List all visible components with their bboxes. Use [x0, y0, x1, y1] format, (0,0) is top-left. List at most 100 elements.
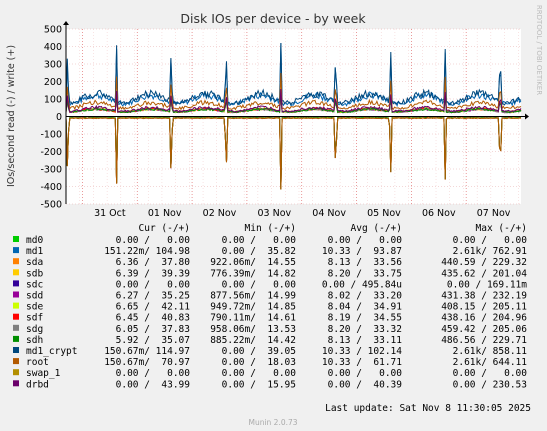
legend-value-avg: 8.19 / 34.55 [328, 313, 402, 324]
legend-value-avg: 8.20 / 33.32 [328, 324, 402, 335]
legend-value-min: 0.00 / 0.00 [222, 235, 297, 246]
legend-swatch-swap_1 [13, 369, 19, 376]
series-read-root [65, 117, 522, 190]
legend-value-cur: 6.05 / 37.83 [116, 324, 190, 335]
legend-value-avg: 8.13 / 33.11 [328, 335, 403, 346]
legend-name: md1_crypt [26, 346, 77, 357]
legend-value-min: 790.11m/ 14.61 [210, 313, 296, 324]
legend-value-max: 431.38 / 232.19 [441, 291, 527, 302]
legend-value-max: 0.00 / 0.00 [453, 235, 528, 246]
legend-swatch-sde [13, 302, 19, 309]
y-tick-label: 400 [44, 42, 62, 53]
legend-name: root [26, 357, 49, 368]
legend-value-cur: 0.00 / 0.00 [116, 368, 191, 379]
legend-swatch-sdb [13, 269, 19, 276]
series-write-root [65, 72, 522, 111]
legend-value-min: 885.22m/ 14.42 [210, 335, 296, 346]
legend-value-cur: 6.27 / 35.25 [116, 291, 190, 302]
legend-value-cur: 150.67m/ 70.97 [104, 357, 190, 368]
legend-value-avg: 0.00 / 0.00 [328, 235, 403, 246]
legend-value-cur: 5.92 / 35.07 [116, 335, 190, 346]
legend-value-max: 486.56 / 229.71 [441, 335, 527, 346]
legend-value-avg: 0.00 / 495.84u [322, 279, 402, 290]
axes [63, 21, 529, 204]
x-tick-label: 07 Nov [477, 208, 511, 219]
y-tick-label: 200 [44, 77, 62, 88]
series-write-drbd [65, 88, 522, 113]
legend-value-avg: 10.33 / 102.14 [322, 346, 402, 357]
legend-value-min: 0.00 / 18.03 [222, 357, 296, 368]
legend-value-min: 0.00 / 35.82 [222, 246, 296, 257]
legend-name: drbd [26, 379, 49, 390]
legend-swatch-drbd [13, 380, 19, 387]
legend-value-max: 0.00 / 169.11m [447, 279, 527, 290]
legend-name: sdc [26, 279, 43, 290]
legend-value-min: 958.06m/ 13.53 [210, 324, 296, 335]
y-tick-label: -400 [40, 182, 62, 193]
y-tick-label: 100 [44, 95, 62, 106]
legend-value-max: 2.61k/ 858.11 [453, 346, 528, 357]
legend-swatch-sdg [13, 324, 19, 331]
y-axis-arrow [63, 21, 69, 25]
x-tick-label: 01 Nov [148, 208, 182, 219]
legend-swatch-sdh [13, 335, 19, 342]
legend-column-header: Cur (-/+) [139, 223, 190, 234]
x-tick-label: 03 Nov [257, 208, 291, 219]
legend-value-avg: 8.20 / 33.75 [328, 268, 402, 279]
legend-value-min: 0.00 / 0.00 [222, 368, 297, 379]
y-axis-label: IOs/second read (-) / write (+) [6, 45, 17, 187]
legend-value-cur: 6.36 / 37.80 [116, 257, 191, 268]
x-tick-label: 05 Nov [367, 208, 401, 219]
legend-value-avg: 8.02 / 33.20 [328, 291, 403, 302]
legend-value-max: 408.15 / 205.11 [441, 302, 527, 313]
legend-value-cur: 6.45 / 40.83 [116, 313, 190, 324]
legend-swatch-sdf [13, 313, 19, 320]
legend-column-header: Min (-/+) [245, 223, 296, 234]
legend-swatch-sdd [13, 291, 19, 298]
legend-value-max: 2.61k/ 644.11 [453, 357, 528, 368]
x-tick-label: 31 Oct [94, 208, 126, 219]
legend-value-avg: 8.13 / 33.56 [328, 257, 403, 268]
last-update: Last update: Sat Nov 8 11:30:05 2025 [325, 403, 531, 414]
y-tick-labels: -500 -400 -300 -200 -100 0 100 200 300 400 500 [40, 25, 62, 211]
chart-title: Disk IOs per device - by week [180, 11, 366, 26]
legend-value-max: 440.59 / 229.32 [441, 257, 527, 268]
y-tick-label: -100 [40, 130, 62, 141]
legend-name: md0 [26, 235, 43, 246]
legend-value-max: 0.00 / 230.53 [453, 379, 527, 390]
munin-version: Munin 2.0.73 [248, 418, 297, 427]
legend-name: swap_1 [26, 368, 61, 379]
legend-name: sdb [26, 268, 43, 279]
legend-value-min: 922.06m/ 14.55 [210, 257, 296, 268]
legend-name: sde [26, 302, 43, 313]
legend-swatch-md1_crypt [13, 347, 19, 353]
legend-swatch-md0 [13, 236, 19, 242]
legend-value-max: 2.61k/ 762.91 [453, 246, 528, 257]
y-tick-label: -500 [40, 200, 62, 211]
legend-name: md1 [26, 246, 43, 257]
rrdtool-credit: RRDTOOL / TOBI OETIKER [535, 5, 543, 95]
legend-value-min: 776.39m/ 14.82 [210, 268, 296, 279]
legend-value-avg: 10.33 / 61.71 [322, 357, 402, 368]
legend-swatch-sdc [13, 280, 19, 287]
legend-column-header: Max (-/+) [476, 223, 527, 234]
legend-value-max: 435.62 / 201.04 [441, 268, 527, 279]
y-tick-label: 0 [56, 112, 62, 123]
legend-value-avg: 0.00 / 40.39 [328, 379, 403, 390]
legend-value-cur: 151.22m/ 104.98 [104, 246, 190, 257]
legend-value-min: 877.56m/ 14.99 [210, 291, 296, 302]
legend-value-cur: 6.65 / 42.11 [116, 302, 191, 313]
legend-swatch-sda [13, 258, 19, 265]
legend-column-header: Avg (-/+) [351, 223, 402, 234]
legend-swatch-md1 [13, 247, 19, 254]
legend-value-avg: 0.00 / 0.00 [328, 368, 403, 379]
x-tick-label: 04 Nov [312, 208, 346, 219]
legend-table: Cur (-/+) Min (-/+) Avg (-/+) Max (-/+) md0 0… [13, 223, 527, 390]
y-tick-label: 300 [44, 60, 62, 71]
legend-value-max: 0.00 / 0.00 [453, 368, 528, 379]
series-write-md1_crypt [65, 42, 522, 107]
legend-value-min: 0.00 / 15.95 [222, 379, 296, 390]
legend-name: sda [26, 257, 43, 268]
x-tick-labels: 31 Oct 01 Nov 02 Nov 03 Nov 04 Nov 05 Nov 06 N… [94, 208, 511, 219]
